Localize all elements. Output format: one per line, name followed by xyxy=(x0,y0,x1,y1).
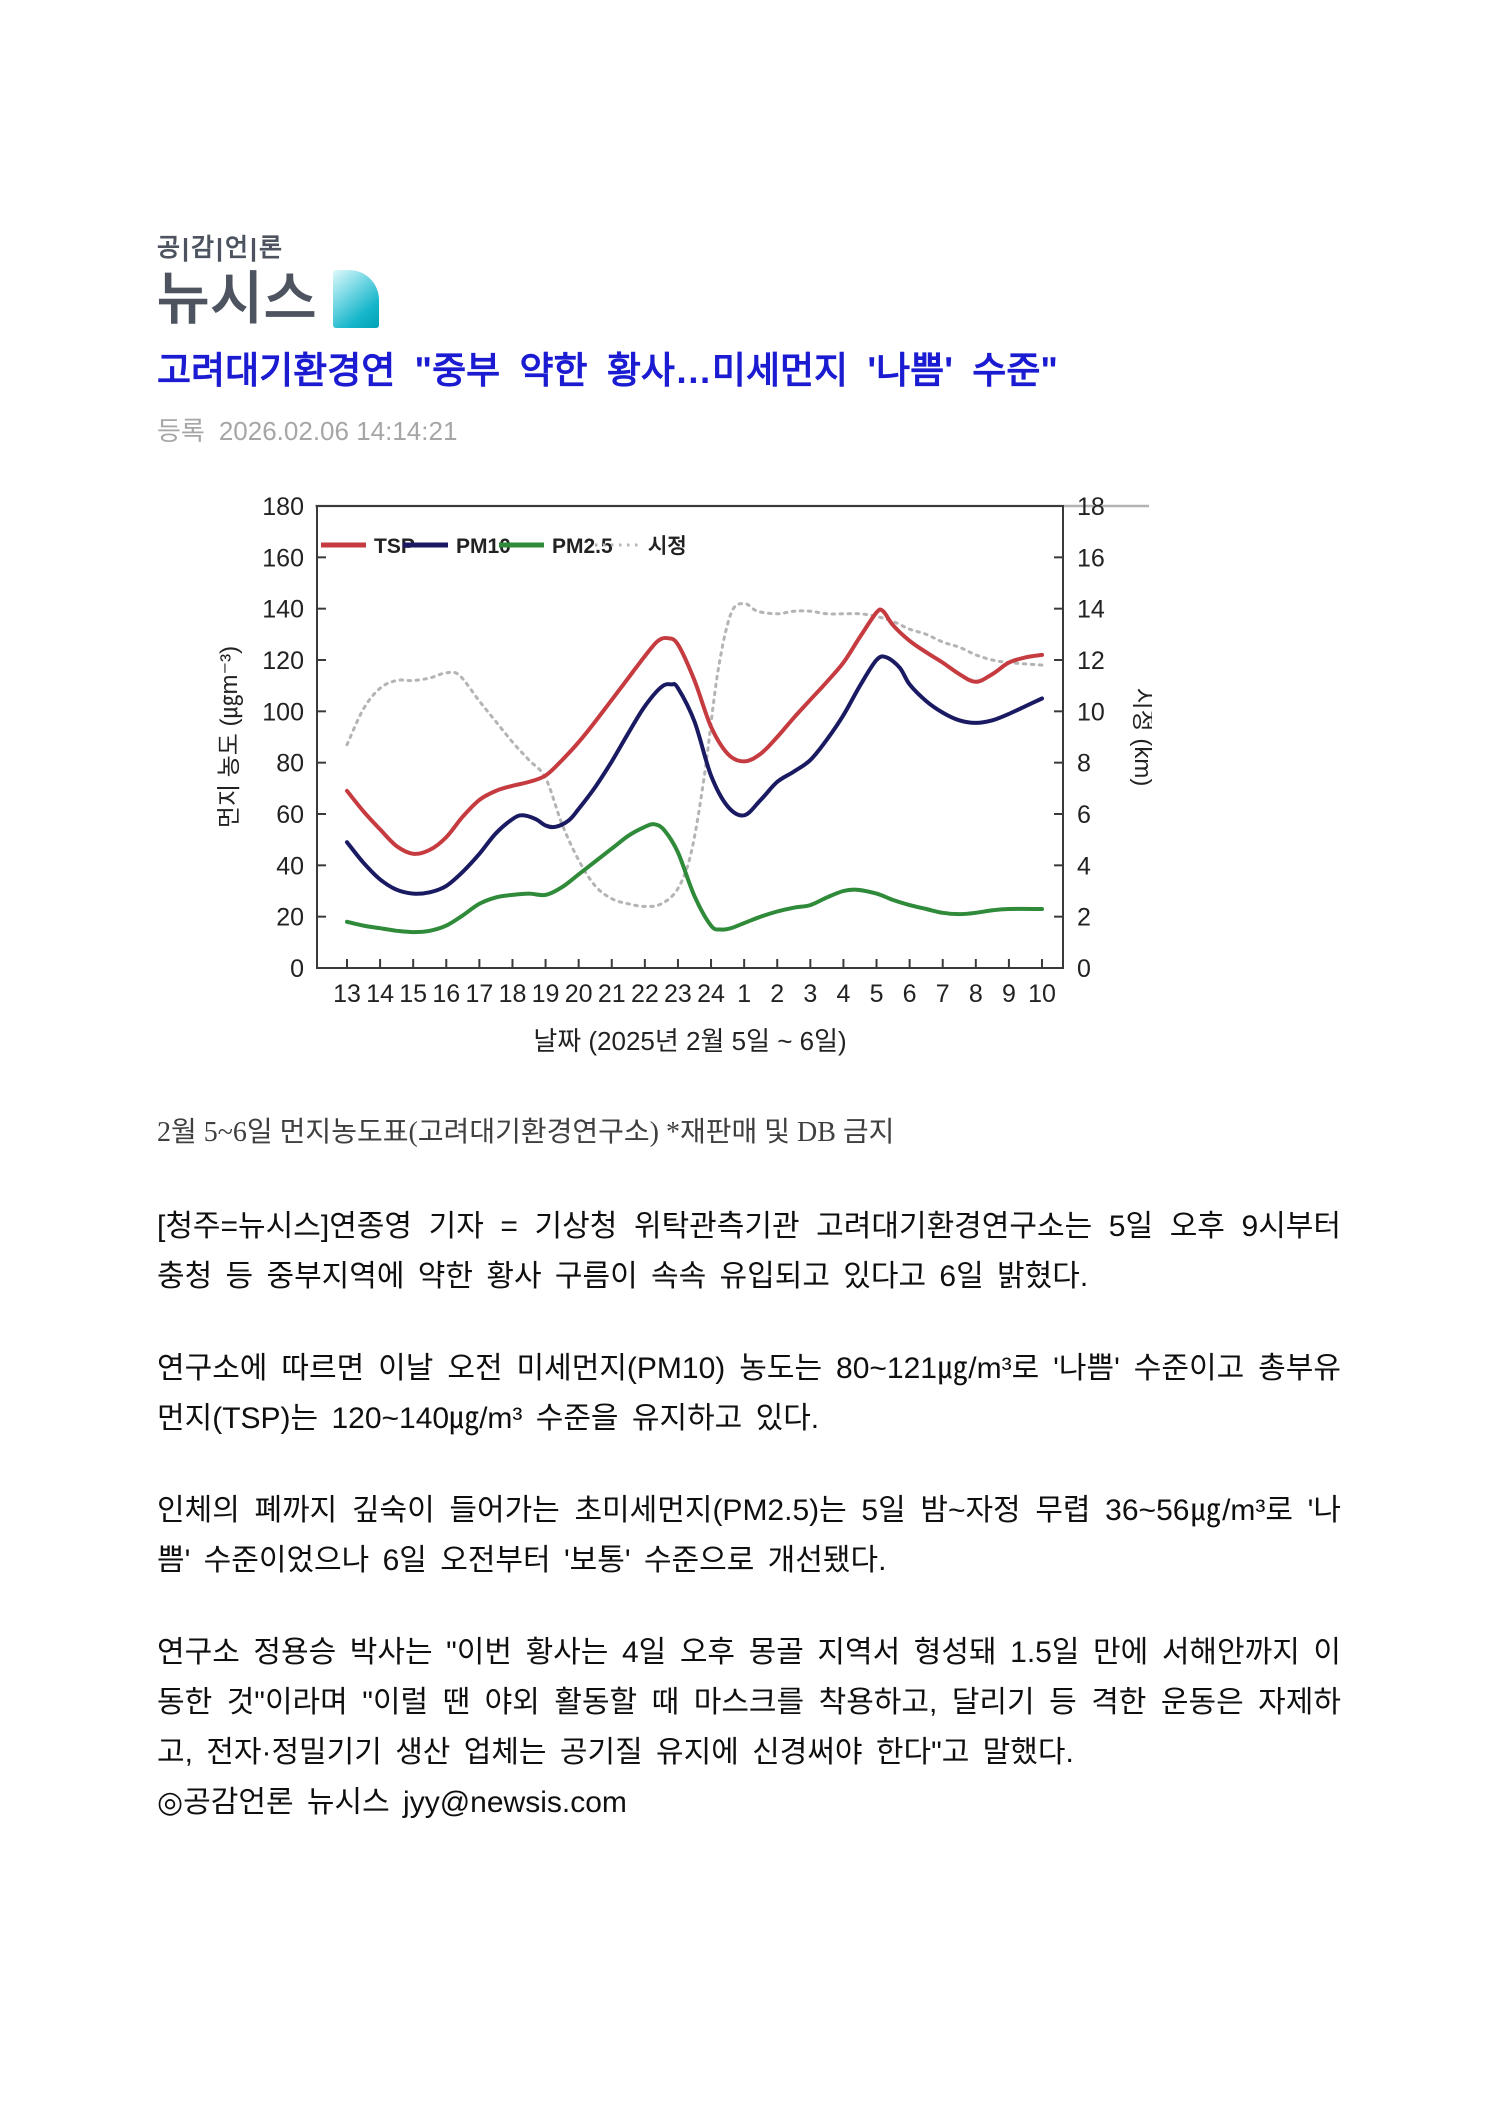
svg-text:12: 12 xyxy=(1077,647,1105,675)
svg-text:2: 2 xyxy=(1077,904,1091,932)
svg-text:18: 18 xyxy=(499,980,527,1008)
figure-caption: 2월 5~6일 먼지농도표(고려대기환경연구소) *재판매 및 DB 금지 xyxy=(157,1117,895,1148)
svg-text:18: 18 xyxy=(1077,493,1105,521)
svg-text:14: 14 xyxy=(1077,596,1105,624)
svg-text:시정: 시정 xyxy=(648,535,687,558)
svg-text:20: 20 xyxy=(276,904,304,932)
figure-dust-chart: 0 20 40 60 80 100 120 140 160 180 0 2 4 6 8 10 12 14 16 18 1… xyxy=(197,488,1152,1068)
published-label: 등록 xyxy=(157,416,205,446)
svg-text:먼지 농도 (㎍m⁻³): 먼지 농도 (㎍m⁻³) xyxy=(216,646,244,828)
svg-text:PM2.5: PM2.5 xyxy=(552,535,613,558)
svg-text:23: 23 xyxy=(664,980,692,1008)
published-dateline: 등록 2026.02.06 14:14:21 xyxy=(157,411,1341,448)
article-body: [청주=뉴시스]연종영 기자 = 기상청 위탁관측기관 고려대기환경연구소는 5… xyxy=(157,1202,1341,1828)
article-title: 고려대기환경연 "중부 약한 황사…미세먼지 '나쁨' 수준" xyxy=(157,350,1058,391)
paragraph: 인체의 폐까지 깊숙이 들어가는 초미세먼지(PM2.5)는 5일 밤~자정 무… xyxy=(157,1494,1341,1577)
svg-text:140: 140 xyxy=(262,596,304,624)
logo-wordmark: 뉴시스 xyxy=(157,267,318,331)
svg-text:1: 1 xyxy=(737,980,751,1008)
svg-text:100: 100 xyxy=(262,698,304,726)
svg-text:40: 40 xyxy=(276,852,304,880)
logo-mark-icon xyxy=(333,270,380,328)
svg-text:19: 19 xyxy=(532,980,560,1008)
svg-text:4: 4 xyxy=(1077,852,1091,880)
svg-text:날짜 (2025년 2월 5일 ~ 6일): 날짜 (2025년 2월 5일 ~ 6일) xyxy=(533,1026,846,1056)
article-signoff: ◎공감언론 뉴시스 jyy@newsis.com xyxy=(157,1786,627,1819)
svg-text:16: 16 xyxy=(1077,544,1105,572)
svg-text:180: 180 xyxy=(262,493,304,521)
svg-text:0: 0 xyxy=(290,955,304,983)
svg-text:TSP: TSP xyxy=(374,535,415,558)
svg-text:17: 17 xyxy=(465,980,493,1008)
svg-text:10: 10 xyxy=(1028,980,1056,1008)
svg-text:160: 160 xyxy=(262,544,304,572)
article-page: 공|감|언|론 뉴시스 고려대기환경연 "중부 약한 황사…미세먼지 '나쁨' … xyxy=(157,0,1341,1828)
svg-text:2: 2 xyxy=(770,980,784,1008)
paragraph: 연구소 정용승 박사는 "이번 황사는 4일 오후 몽골 지역서 형성돼 1.5… xyxy=(157,1636,1341,1769)
svg-text:6: 6 xyxy=(903,980,917,1008)
svg-text:21: 21 xyxy=(598,980,626,1008)
svg-text:22: 22 xyxy=(631,980,659,1008)
svg-text:7: 7 xyxy=(936,980,950,1008)
svg-text:0: 0 xyxy=(1077,955,1091,983)
newsis-logo: 공|감|언|론 뉴시스 xyxy=(157,0,1341,328)
svg-text:10: 10 xyxy=(1077,698,1105,726)
svg-text:3: 3 xyxy=(803,980,817,1008)
svg-text:PM10: PM10 xyxy=(456,535,511,558)
svg-text:13: 13 xyxy=(333,980,361,1008)
svg-text:15: 15 xyxy=(399,980,427,1008)
svg-text:5: 5 xyxy=(870,980,884,1008)
svg-text:4: 4 xyxy=(836,980,850,1008)
svg-text:9: 9 xyxy=(1002,980,1016,1008)
paragraph: 연구소에 따르면 이날 오전 미세먼지(PM10) 농도는 80~121㎍/m³… xyxy=(157,1352,1341,1435)
svg-text:24: 24 xyxy=(697,980,725,1008)
svg-text:14: 14 xyxy=(366,980,394,1008)
logo-tagline: 공|감|언|론 xyxy=(157,234,284,262)
svg-text:60: 60 xyxy=(276,801,304,829)
svg-text:16: 16 xyxy=(432,980,460,1008)
published-datetime: 2026.02.06 14:14:21 xyxy=(218,416,458,446)
svg-text:120: 120 xyxy=(262,647,304,675)
svg-text:시정 (km): 시정 (km) xyxy=(1129,688,1152,787)
svg-text:8: 8 xyxy=(969,980,983,1008)
svg-text:8: 8 xyxy=(1077,750,1091,778)
svg-text:20: 20 xyxy=(565,980,593,1008)
svg-text:6: 6 xyxy=(1077,801,1091,829)
dust-concentration-chart: 0204060801001201401601800246810121416181… xyxy=(216,493,1152,1056)
svg-text:80: 80 xyxy=(276,750,304,778)
paragraph: [청주=뉴시스]연종영 기자 = 기상청 위탁관측기관 고려대기환경연구소는 5… xyxy=(157,1210,1341,1293)
